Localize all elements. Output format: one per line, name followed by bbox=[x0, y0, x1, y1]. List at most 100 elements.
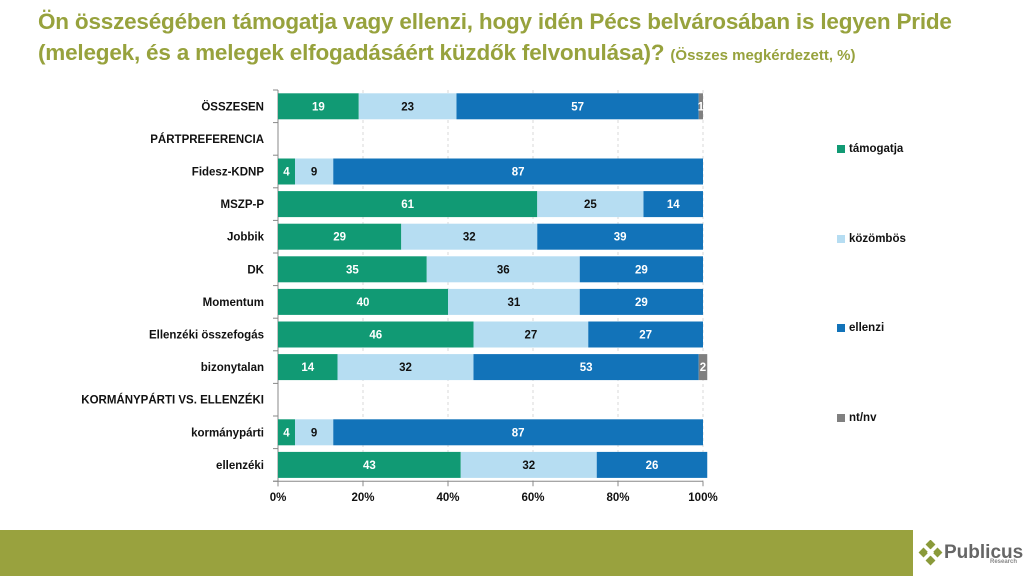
bar-segment-ellenzi bbox=[473, 354, 699, 381]
legend-label: ellenzi bbox=[849, 322, 885, 334]
data-label: 9 bbox=[311, 427, 317, 439]
bar-segment-ellenzi bbox=[333, 158, 703, 185]
footer-band bbox=[0, 530, 913, 576]
data-label: 4 bbox=[283, 167, 290, 179]
data-label: 32 bbox=[463, 232, 476, 244]
legend-item: nt/nv bbox=[837, 412, 876, 424]
bar-segment-kzmbs bbox=[337, 354, 474, 381]
bar-segment-tmogatja bbox=[278, 158, 295, 185]
category-group-header: KORMÁNYPÁRTI VS. ELLENZÉKI bbox=[81, 394, 264, 407]
data-label: 27 bbox=[639, 330, 652, 342]
chart-title: Ön összeségében támogatja vagy ellenzi, … bbox=[38, 6, 1018, 71]
x-tick-label: 100% bbox=[688, 492, 717, 504]
bar-segment-kzmbs bbox=[460, 451, 597, 478]
stacked-bar-chart: 0% 20% 40% 60% 80% 100% ÖSSZESEN 19 23 57 1 PÁRTPRE… bbox=[81, 89, 718, 504]
category-label: bizonytalan bbox=[201, 362, 264, 374]
bar-segment-tmogatja bbox=[278, 256, 427, 283]
data-label: 39 bbox=[614, 232, 627, 244]
data-label: 9 bbox=[311, 167, 317, 179]
x-tick-label: 40% bbox=[436, 492, 459, 504]
bar-segment-tmogatja bbox=[278, 419, 295, 446]
category-label: Jobbik bbox=[227, 232, 265, 244]
bar-segment-ellenzi bbox=[333, 419, 703, 446]
publicus-logo-icon bbox=[918, 540, 943, 566]
category-group-header: PÁRTPREFERENCIA bbox=[150, 133, 264, 146]
bar-segment-kzmbs bbox=[426, 256, 580, 283]
logo-subtext: Research bbox=[990, 559, 1018, 565]
data-label: 57 bbox=[571, 101, 584, 113]
data-label: 87 bbox=[512, 167, 525, 179]
bar-segment-tmogatja bbox=[278, 93, 359, 120]
bar-segment-kzmbs bbox=[295, 419, 334, 446]
logo-text: Publicus bbox=[944, 542, 1024, 563]
bar-segment-tmogatja bbox=[278, 451, 461, 478]
category-label: DK bbox=[247, 264, 264, 276]
data-label: 46 bbox=[369, 330, 382, 342]
legend-label: nt/nv bbox=[849, 412, 877, 424]
data-label: 35 bbox=[346, 264, 359, 276]
category-label: ellenzéki bbox=[216, 460, 264, 472]
data-label: 29 bbox=[635, 297, 648, 309]
legend-swatch bbox=[837, 145, 845, 153]
x-tick-label: 60% bbox=[521, 492, 544, 504]
bar-segment-ellenzi bbox=[588, 321, 703, 348]
bar-segment-ntnv bbox=[698, 354, 708, 381]
data-label: 25 bbox=[584, 199, 597, 211]
data-label: 1 bbox=[698, 101, 705, 113]
legend-item: támogatja bbox=[837, 143, 903, 155]
bar-segment-ellenzi bbox=[579, 256, 703, 283]
category-label: Ellenzéki összefogás bbox=[149, 330, 264, 342]
x-tick-label: 80% bbox=[606, 492, 629, 504]
bar-segment-kzmbs bbox=[448, 288, 580, 315]
data-label: 61 bbox=[401, 199, 414, 211]
title-sub: (Összes megkérdezett, %) bbox=[670, 47, 856, 64]
bar-segment-kzmbs bbox=[295, 158, 334, 185]
legend-label: támogatja bbox=[849, 143, 904, 155]
category-label: MSZP-P bbox=[221, 199, 265, 211]
bar-segment-ellenzi bbox=[537, 223, 703, 250]
legend-label: közömbös bbox=[849, 233, 906, 245]
legend-swatch bbox=[837, 235, 845, 243]
x-tick-label: 0% bbox=[270, 492, 287, 504]
legend-swatch bbox=[837, 324, 845, 332]
legend-swatch bbox=[837, 414, 845, 422]
data-label: 14 bbox=[667, 199, 680, 211]
category-label: ÖSSZESEN bbox=[201, 100, 264, 113]
bar-segment-kzmbs bbox=[358, 93, 457, 120]
data-label: 87 bbox=[512, 427, 525, 439]
legend-item: közömbös bbox=[837, 233, 906, 245]
bar-segment-tmogatja bbox=[278, 223, 402, 250]
category-label: Fidesz-KDNP bbox=[192, 167, 265, 179]
publicus-logo: Publicus Research bbox=[918, 540, 1023, 566]
bar-segment-ellenzi bbox=[596, 451, 708, 478]
bar-segment-ntnv bbox=[698, 93, 703, 120]
data-label: 53 bbox=[580, 362, 593, 374]
category-label: Momentum bbox=[203, 297, 264, 309]
data-label: 2 bbox=[700, 362, 706, 374]
data-label: 32 bbox=[522, 460, 535, 472]
data-label: 29 bbox=[635, 264, 648, 276]
data-label: 43 bbox=[363, 460, 376, 472]
bar-segment-kzmbs bbox=[401, 223, 538, 250]
title-main: Ön összeségében támogatja vagy ellenzi, … bbox=[38, 9, 952, 65]
data-label: 4 bbox=[283, 427, 290, 439]
x-tick-label: 20% bbox=[351, 492, 374, 504]
data-label: 31 bbox=[507, 297, 520, 309]
data-label: 19 bbox=[312, 101, 325, 113]
bar-segment-ellenzi bbox=[643, 191, 703, 218]
bar-segment-tmogatja bbox=[278, 191, 538, 218]
bar-segment-tmogatja bbox=[278, 354, 338, 381]
data-label: 36 bbox=[497, 264, 510, 276]
legend-item: ellenzi bbox=[837, 322, 884, 334]
bar-segment-tmogatja bbox=[278, 321, 474, 348]
bar-segment-tmogatja bbox=[278, 288, 448, 315]
data-label: 40 bbox=[357, 297, 370, 309]
data-label: 23 bbox=[401, 101, 414, 113]
bar-segment-ellenzi bbox=[456, 93, 699, 120]
data-label: 27 bbox=[524, 330, 537, 342]
data-label: 32 bbox=[399, 362, 412, 374]
category-label: kormánypárti bbox=[191, 427, 264, 439]
bar-segment-kzmbs bbox=[473, 321, 589, 348]
data-label: 26 bbox=[646, 460, 659, 472]
bar-segment-kzmbs bbox=[537, 191, 644, 218]
